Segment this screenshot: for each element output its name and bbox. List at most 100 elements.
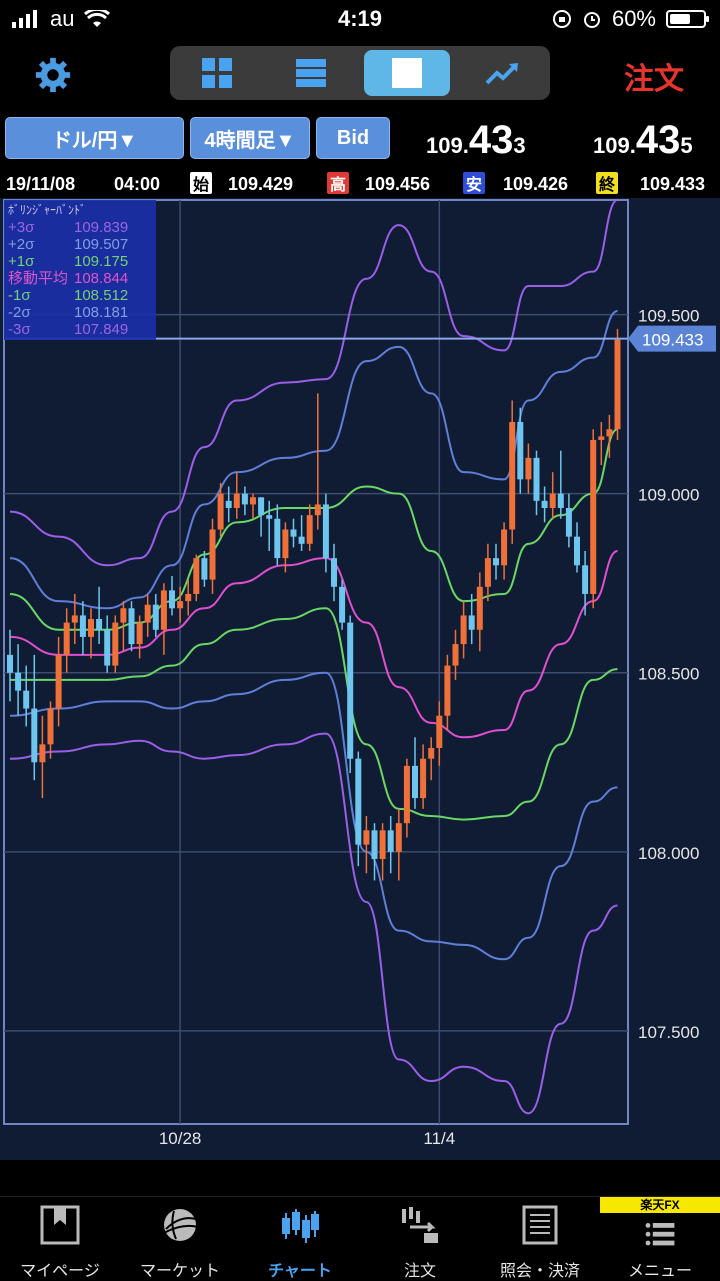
candle-body (355, 758, 362, 845)
legend-row: -3σ 107.849 (8, 321, 156, 338)
legend-value: 109.839 (74, 219, 129, 236)
candle-body (23, 690, 30, 709)
x-tick-label: 11/4 (423, 1129, 455, 1148)
candle-body (177, 601, 184, 609)
candle-body (444, 665, 451, 716)
legend-value: 108.181 (74, 304, 129, 321)
candle-body (71, 615, 78, 623)
tab-order[interactable]: 注文 (360, 1197, 480, 1281)
legend-value: 108.512 (74, 287, 129, 304)
candle-body (201, 558, 208, 580)
candle-body (314, 504, 321, 516)
candlestick-chart[interactable]: 109.500 109.000 108.500 108.000 107.500 10/28… (0, 198, 720, 1160)
candle-body (15, 672, 22, 691)
bollinger-band-lower2 (9, 671, 618, 961)
chart-area[interactable]: 109.500 109.000 108.500 108.000 107.500 10/28… (0, 198, 720, 1160)
y-tick-label: 109.500 (638, 307, 699, 326)
candle-body (258, 497, 265, 516)
candle-body (395, 823, 402, 852)
legend-value: 108.844 (74, 270, 129, 287)
wifi-icon (84, 10, 111, 27)
candle-body (96, 619, 103, 630)
top-toolbar: 注文 (0, 40, 720, 110)
currency-pair-select[interactable]: ドル/円▼ (5, 117, 184, 159)
candle-body (160, 590, 167, 630)
candle-body (241, 493, 248, 505)
tab-chart[interactable]: チャート (240, 1197, 360, 1281)
battery-icon (666, 10, 709, 28)
tab-menu[interactable]: 楽天FX メニュー (600, 1197, 720, 1281)
x-tick-label: 10/28 (159, 1129, 202, 1148)
bid-ask-toggle[interactable]: Bid (316, 117, 390, 159)
candle-body (387, 830, 394, 852)
open-tag: 始 (190, 172, 212, 194)
chart-control-bar: ドル/円▼ 4時間足▼ Bid 109.433 109.435 (0, 112, 720, 168)
tab-market[interactable]: マーケット (120, 1197, 240, 1281)
legend-label: +3σ (8, 219, 35, 236)
candle-body (233, 493, 240, 508)
battery-percent: 60% (611, 6, 656, 31)
tab-mypage[interactable]: マイページ (0, 1197, 120, 1281)
menu-icon (645, 1223, 675, 1246)
y-tick-label: 107.500 (638, 1023, 699, 1042)
square-icon (392, 58, 422, 88)
candle-body (533, 457, 540, 501)
single-layout-button[interactable] (364, 50, 450, 96)
list-icon (296, 59, 326, 87)
rotation-lock-icon (552, 10, 571, 28)
signal-icon (12, 10, 37, 28)
list-layout-button[interactable] (268, 50, 354, 96)
legend-label: -2σ (8, 304, 31, 321)
candle-body (379, 830, 386, 859)
candle-body (331, 558, 337, 587)
candle-body (614, 339, 621, 430)
gear-icon[interactable] (34, 56, 72, 94)
layout-switcher (170, 46, 550, 100)
candle-body (452, 644, 459, 666)
candle-body (468, 615, 475, 630)
candle-body (590, 439, 597, 594)
candle-body (185, 593, 192, 602)
legend-label: -1σ (8, 287, 31, 304)
legend-row: +2σ 109.507 (8, 236, 156, 253)
candle-body (266, 515, 273, 519)
legend-title: ﾎﾞﾘﾝｼﾞｬｰﾊﾞﾝﾄﾞ (8, 203, 87, 217)
close-tag: 終 (596, 172, 618, 194)
candle-body (47, 708, 54, 745)
candle-body (169, 590, 175, 609)
legend-row: +1σ 109.175 (8, 253, 156, 270)
ohlc-info-row: 19/11/08 04:00 始 109.429 高 109.456 安 109… (0, 170, 720, 198)
order-button[interactable]: 注文 (624, 63, 684, 96)
tab-label: メニュー (627, 1263, 692, 1280)
candle-body (136, 622, 143, 645)
trend-button[interactable] (460, 50, 546, 96)
candle-body (120, 608, 127, 623)
candle-body (7, 654, 13, 673)
y-tick-label: 108.000 (638, 844, 699, 863)
timeframe-select[interactable]: 4時間足▼ (190, 117, 310, 159)
legend-row: -2σ 108.181 (8, 304, 156, 321)
close-value: 109.433 (640, 174, 706, 194)
grid-layout-button[interactable] (174, 50, 260, 96)
status-time: 4:19 (337, 6, 383, 31)
tab-label: 照会・決済 (499, 1263, 580, 1280)
candle-body (88, 619, 94, 637)
legend-row: 移動平均 108.844 (8, 270, 156, 287)
candle-body (104, 629, 111, 666)
candle-body (209, 529, 216, 580)
candle-body (347, 622, 354, 759)
tab-inquiry-settlement[interactable]: 照会・決済 (480, 1197, 600, 1281)
candle-body (525, 457, 532, 480)
candle-body (420, 758, 427, 799)
candle-body (63, 622, 70, 655)
y-tick-label: 109.000 (638, 486, 699, 505)
high-value: 109.456 (365, 174, 431, 194)
candle-body (460, 615, 467, 645)
tab-label: チャート (268, 1263, 332, 1280)
candle-body (371, 830, 378, 859)
candle-body (55, 654, 62, 709)
order-icon (402, 1207, 438, 1243)
candle-body (412, 765, 418, 799)
candle-time: 04:00 (114, 174, 161, 194)
tab-label: マイページ (20, 1263, 100, 1280)
